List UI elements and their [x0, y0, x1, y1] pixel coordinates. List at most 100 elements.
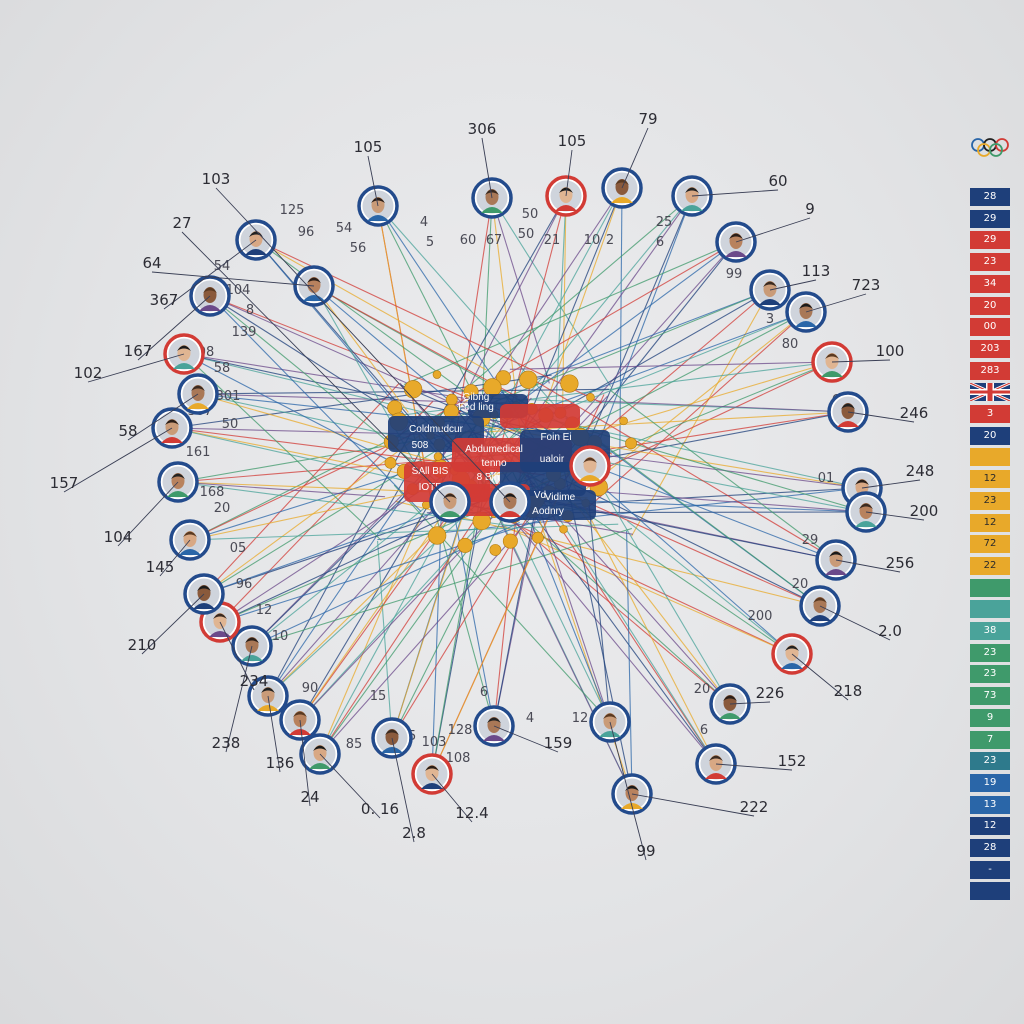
inner-label: 161 [186, 445, 211, 460]
hub-label: SAll BIS [412, 466, 449, 477]
athlete-value-label: 200 [910, 502, 939, 520]
medal-dot [619, 416, 628, 426]
athlete-node[interactable] [845, 491, 887, 533]
leader-line [151, 271, 315, 287]
inner-label: 128 [448, 723, 473, 738]
avatar-hair [559, 187, 573, 193]
athlete-value-label: 218 [834, 682, 863, 700]
athlete-value-label: 136 [266, 754, 295, 772]
athlete-value-label: 99 [636, 842, 655, 860]
connection-line [501, 525, 793, 655]
inner-label: 10 [272, 629, 289, 644]
avatar-hair [855, 479, 869, 485]
connection-line [434, 241, 737, 417]
medal-dot [625, 437, 637, 450]
inner-label: 15 [370, 689, 387, 704]
avatar-shoulders [241, 655, 263, 661]
avatar-hair [709, 755, 723, 761]
avatar-shoulders [825, 569, 847, 575]
avatar-shoulders [483, 735, 505, 741]
hub-label: Aodnry [532, 506, 564, 517]
inner-label: 90 [302, 681, 319, 696]
avatar-hair [503, 493, 517, 499]
leader-line [791, 653, 849, 701]
athlete-value-label: 24 [300, 788, 319, 806]
legend-key: 22 [970, 556, 1010, 575]
connection-line [626, 531, 633, 795]
connection-line [197, 393, 483, 476]
athlete-value-label: 2.8 [402, 824, 426, 842]
connection-line [171, 427, 421, 435]
connection-line [171, 427, 439, 489]
inner-label: 50 [518, 227, 535, 242]
athlete-node[interactable] [785, 291, 827, 333]
avatar-hair [191, 385, 205, 391]
avatar-shoulders [681, 205, 703, 211]
inner-label: 200 [748, 609, 773, 624]
medal-dot [422, 500, 431, 510]
athlete-node[interactable] [235, 219, 277, 261]
avatar-hair [583, 457, 597, 463]
connection-line [395, 500, 821, 607]
avatar-hair [249, 231, 263, 237]
legend-key: 29 [970, 231, 1010, 250]
athlete-value-label: 64 [142, 254, 161, 272]
connection-line [197, 393, 512, 405]
athlete-value-label: 723 [852, 276, 881, 294]
leader-line [609, 721, 647, 861]
legend-key: 28 [970, 188, 1010, 206]
connection-line [177, 481, 386, 498]
hub-label: Vidime [545, 492, 576, 503]
legend-key: 00 [970, 318, 1010, 337]
connection-line [403, 241, 737, 386]
avatar-hair [485, 189, 499, 195]
athlete-node[interactable] [247, 675, 289, 717]
inner-label: 54 [336, 221, 353, 236]
athlete-value-label: 157 [50, 474, 79, 492]
avatar-shoulders [705, 773, 727, 779]
connection-line [537, 187, 623, 428]
athlete-node[interactable] [151, 407, 193, 449]
avatar-shoulders [481, 207, 503, 213]
leader-line [631, 793, 755, 817]
medal-dot [586, 393, 595, 402]
medal-dot [384, 456, 397, 469]
legend-key: 23 [970, 253, 1010, 272]
athlete-value-label: 306 [468, 120, 497, 138]
athlete-value-label: 104 [104, 528, 133, 546]
connection-line [313, 285, 521, 462]
athlete-value-label: 100 [876, 342, 905, 360]
athlete-value-label: 105 [354, 138, 383, 156]
inner-label: 6 [700, 723, 708, 738]
avatar-shoulders [289, 729, 311, 735]
leader-line [481, 137, 493, 199]
avatar-hair [165, 419, 179, 425]
athlete-value-label: 167 [124, 342, 153, 360]
inner-label: 168 [200, 485, 225, 500]
inner-label: 8 [246, 303, 254, 318]
athlete-value-label: 12.4 [455, 804, 488, 822]
inner-label: 25 [656, 215, 673, 230]
avatar-hair [177, 345, 191, 351]
inner-label: 4 [420, 215, 428, 230]
inner-label: 56 [350, 241, 367, 256]
avatar-hair [183, 531, 197, 537]
connection-line [251, 522, 520, 647]
inner-label: 103 [422, 735, 447, 750]
inner-label: 12 [256, 603, 273, 618]
avatar-shoulders [173, 363, 195, 369]
athlete-value-label: 256 [886, 554, 915, 572]
legend-key: 12 [970, 513, 1010, 532]
athlete-node[interactable] [569, 445, 611, 487]
legend-key: 20 [970, 426, 1010, 445]
avatar-hair [723, 695, 737, 701]
athlete-node[interactable] [709, 683, 751, 725]
avatar-hair [371, 197, 385, 203]
avatar-hair [293, 711, 307, 717]
legend-key: 34 [970, 274, 1010, 293]
leader-line [805, 293, 867, 313]
inner-label: 6 [656, 235, 664, 250]
inner-label: 7 [494, 233, 502, 248]
avatar-shoulders [245, 249, 267, 255]
avatar-shoulders [759, 299, 781, 305]
